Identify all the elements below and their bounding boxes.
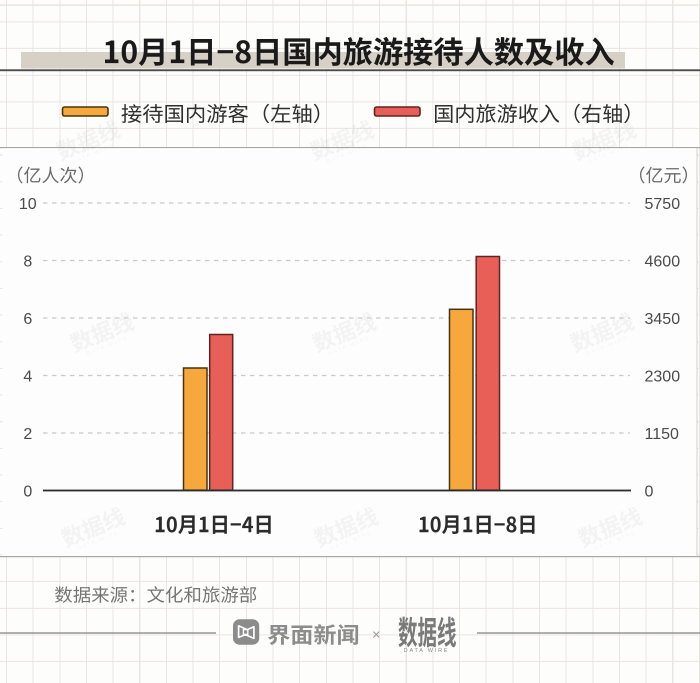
svg-text:DATA WIRE: DATA WIRE <box>404 648 450 654</box>
svg-text:1150: 1150 <box>645 426 680 443</box>
svg-text:6: 6 <box>23 311 32 328</box>
svg-text:3450: 3450 <box>645 311 681 328</box>
svg-text:0: 0 <box>645 483 654 500</box>
svg-text:0: 0 <box>23 483 32 500</box>
svg-text:4: 4 <box>23 368 32 385</box>
svg-text:2300: 2300 <box>645 368 681 385</box>
svg-text:×: × <box>372 627 381 644</box>
svg-text:8: 8 <box>23 253 32 270</box>
svg-text:2: 2 <box>23 426 32 443</box>
svg-text:10: 10 <box>19 196 37 213</box>
svg-text:4600: 4600 <box>645 253 681 270</box>
svg-text:5750: 5750 <box>645 196 681 213</box>
